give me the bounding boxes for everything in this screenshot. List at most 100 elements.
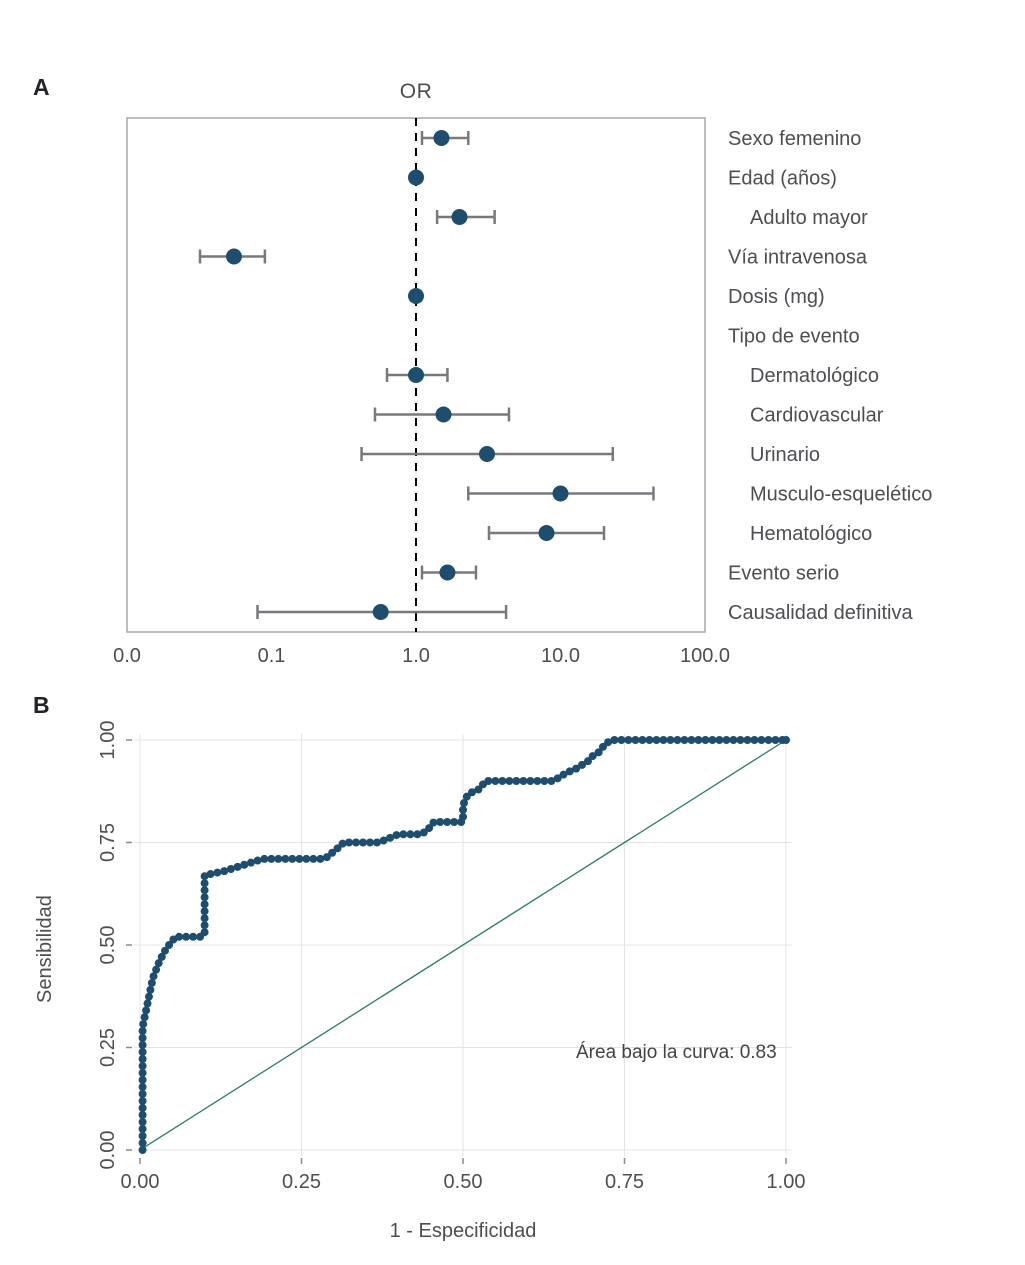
forest-x-tick-label: 100.0 (680, 645, 730, 667)
roc-curve-point (138, 1132, 147, 1140)
roc-curve-point (253, 856, 262, 865)
panel-a: A OR 0.0 0.1 1.0 10.0 100.0 Sexo femenino Edad… (33, 74, 932, 667)
roc-curve-point (365, 838, 374, 847)
roc-curve-point (443, 818, 452, 826)
forest-x-tick-label: 1.0 (402, 645, 430, 667)
roc-plot-canvas: 0.000.00 0.25 0.25 0.50 0.50 0.75 0.75 1.00 1.00 (97, 721, 805, 1193)
roc-curve-point (708, 736, 717, 744)
roc-curve-point (659, 736, 668, 744)
roc-curve-point (673, 736, 682, 744)
roc-curve-point (594, 748, 603, 757)
forest-row-label: Musculo-esquelético (750, 484, 932, 506)
roc-curve-point (386, 833, 395, 842)
roc-curve-point (146, 985, 155, 994)
forest-plot-title: OR (399, 80, 433, 103)
roc-curve-point (138, 1104, 147, 1112)
roc-curve-point (379, 836, 388, 845)
roc-curve-point (189, 932, 198, 941)
roc-curve-point (553, 774, 562, 783)
or-point (225, 248, 242, 265)
roc-curve-point (459, 805, 467, 814)
forest-row-label: Vía intravenosa (728, 247, 868, 269)
roc-curve-point (333, 844, 342, 853)
roc-curve-point (138, 1076, 147, 1084)
roc-curve-point (182, 932, 191, 941)
roc-curve-point (200, 900, 209, 909)
forest-row-label: Dosis (mg) (728, 286, 825, 308)
roc-y-tick-label: 0.00 (97, 1131, 119, 1170)
roc-curve-point (652, 736, 661, 744)
roc-curve-point (743, 736, 752, 744)
forest-row-label: Tipo de evento (728, 326, 860, 348)
roc-curve-point (138, 1048, 147, 1056)
roc-y-tick-label: 0.25 (97, 1028, 119, 1067)
or-point (435, 406, 452, 423)
roc-x-tick-label: 0.50 (444, 1171, 483, 1193)
roc-curve-point (316, 854, 325, 863)
roc-curve-point (406, 830, 415, 839)
roc-curve-point (220, 867, 229, 876)
roc-curve-point (274, 854, 283, 863)
forest-row-label: Adulto mayor (750, 207, 868, 229)
roc-curve-point (419, 828, 428, 837)
roc-x-axis-title: 1 - Especificidad (389, 1220, 537, 1242)
roc-curve-point (165, 941, 174, 950)
roc-curve-point (138, 1083, 147, 1091)
roc-curve-point (138, 1125, 147, 1133)
roc-curve-point (505, 777, 514, 785)
roc-curve-point (588, 752, 597, 761)
forest-row-label: Cardiovascular (750, 405, 884, 427)
roc-curve-point (624, 736, 633, 744)
or-point (408, 288, 424, 304)
roc-curve-point (260, 854, 269, 863)
roc-curve-point (161, 946, 170, 955)
roc-curve-point (200, 928, 209, 937)
roc-curve-point (200, 886, 209, 895)
roc-curve-point (578, 760, 587, 769)
roc-curve-point (572, 764, 581, 773)
roc-curve-point (149, 972, 158, 981)
or-point (408, 367, 424, 383)
roc-curve-point (267, 854, 276, 863)
forest-plot-canvas: 0.0 0.1 1.0 10.0 100.0 Sexo femenino Edad (año… (113, 117, 932, 667)
forest-x-tick-label: 10.0 (541, 645, 580, 667)
roc-curve-point (547, 777, 556, 785)
roc-curve-point (491, 777, 500, 785)
roc-curve-point (200, 914, 209, 923)
roc-curve-point (736, 736, 745, 744)
roc-curve-point (583, 757, 592, 766)
roc-curve-point (309, 854, 318, 863)
roc-curve-point (666, 736, 675, 744)
roc-curve-point (429, 818, 438, 827)
roc-curve-point (484, 777, 493, 785)
roc-reference-diagonal (139, 739, 787, 1151)
roc-curve-point (351, 838, 360, 847)
roc-curve-point (757, 736, 766, 744)
roc-curve-point (425, 824, 434, 833)
roc-curve-point (138, 1111, 147, 1119)
roc-y-tick-label: 0.50 (97, 926, 119, 965)
roc-curve-point (467, 788, 476, 797)
or-point (538, 525, 555, 541)
roc-curve-point (459, 812, 467, 821)
roc-curve-point (729, 736, 738, 744)
forest-x-tick-label: 0.1 (258, 645, 286, 667)
roc-curve-point (559, 770, 568, 779)
roc-curve-point (338, 839, 347, 848)
roc-curve-point (722, 736, 731, 744)
roc-curve-point (144, 992, 153, 1001)
roc-curve-point (598, 742, 607, 751)
roc-curve-point (288, 854, 297, 863)
roc-curve-point (519, 777, 528, 785)
or-point (552, 485, 569, 502)
roc-curve-point (638, 736, 647, 744)
roc-curve-point (474, 785, 483, 794)
panel-a-letter: A (33, 74, 50, 100)
forest-row-label: Edad (años) (728, 168, 837, 190)
roc-curve-point (138, 1041, 147, 1049)
forest-row-label: Hematológico (750, 523, 872, 545)
roc-curve-point (701, 736, 710, 744)
roc-curve-point (645, 736, 654, 744)
panel-b-letter: B (33, 692, 50, 718)
or-point (408, 169, 424, 186)
